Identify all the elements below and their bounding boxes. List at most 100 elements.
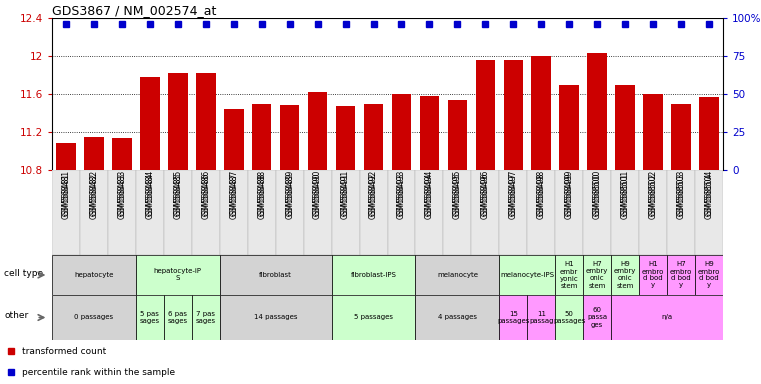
- Bar: [616, 84, 635, 170]
- Text: 15
passages: 15 passages: [497, 311, 530, 324]
- Text: GSM568487: GSM568487: [229, 170, 238, 216]
- Text: GSM568503: GSM568503: [677, 172, 686, 219]
- Text: 5 pas
sages: 5 pas sages: [140, 311, 160, 324]
- Bar: [332, 255, 416, 295]
- Text: cell type: cell type: [4, 268, 43, 278]
- Text: transformed count: transformed count: [22, 346, 107, 356]
- Text: GSM568485: GSM568485: [174, 170, 183, 216]
- Text: GSM568488: GSM568488: [257, 170, 266, 216]
- Bar: [671, 104, 691, 170]
- Bar: [583, 170, 611, 255]
- Bar: [695, 170, 723, 255]
- Text: H7
embry
onic
stem: H7 embry onic stem: [586, 262, 608, 288]
- Bar: [471, 170, 499, 255]
- Text: GSM568484: GSM568484: [145, 172, 154, 219]
- Text: GSM568484: GSM568484: [145, 170, 154, 216]
- Bar: [84, 137, 103, 170]
- Bar: [220, 170, 248, 255]
- Bar: [332, 295, 416, 340]
- Text: GSM568501: GSM568501: [621, 170, 629, 216]
- Bar: [387, 170, 416, 255]
- Bar: [531, 56, 551, 170]
- Bar: [587, 53, 607, 170]
- Bar: [392, 94, 411, 170]
- Text: GSM568504: GSM568504: [705, 170, 714, 216]
- Bar: [220, 295, 332, 340]
- Text: GDS3867 / NM_002574_at: GDS3867 / NM_002574_at: [52, 4, 216, 17]
- Bar: [416, 255, 499, 295]
- Text: hepatocyte: hepatocyte: [75, 272, 113, 278]
- Bar: [504, 60, 523, 170]
- Bar: [559, 84, 579, 170]
- Text: GSM568482: GSM568482: [90, 172, 98, 218]
- Bar: [416, 295, 499, 340]
- Text: GSM568500: GSM568500: [593, 170, 602, 216]
- Bar: [168, 73, 188, 170]
- Text: GSM568488: GSM568488: [257, 172, 266, 218]
- Text: fibroblast-IPS: fibroblast-IPS: [351, 272, 396, 278]
- Bar: [112, 138, 132, 170]
- Text: GSM568496: GSM568496: [481, 172, 490, 219]
- Text: GSM568499: GSM568499: [565, 172, 574, 219]
- Bar: [444, 170, 471, 255]
- Text: GSM568489: GSM568489: [285, 170, 295, 216]
- Text: GSM568500: GSM568500: [593, 172, 602, 219]
- Text: GSM568483: GSM568483: [117, 172, 126, 219]
- Bar: [639, 255, 667, 295]
- Text: GSM568481: GSM568481: [62, 172, 71, 218]
- Bar: [52, 170, 80, 255]
- Text: GSM568493: GSM568493: [397, 170, 406, 216]
- Bar: [224, 109, 244, 170]
- Bar: [280, 105, 299, 170]
- Text: GSM568485: GSM568485: [174, 172, 183, 219]
- Text: GSM568490: GSM568490: [313, 172, 322, 219]
- Text: GSM568486: GSM568486: [201, 170, 210, 216]
- Bar: [192, 295, 220, 340]
- Text: H7
embro
d bod
y: H7 embro d bod y: [670, 262, 693, 288]
- Text: H1
embro
d bod
y: H1 embro d bod y: [642, 262, 664, 288]
- Text: GSM568497: GSM568497: [509, 172, 517, 219]
- Text: GSM568498: GSM568498: [537, 172, 546, 219]
- Bar: [639, 170, 667, 255]
- Bar: [416, 170, 444, 255]
- Bar: [447, 100, 467, 170]
- Text: hepatocyte-iP
S: hepatocyte-iP S: [154, 268, 202, 281]
- Bar: [667, 170, 695, 255]
- Text: GSM568492: GSM568492: [369, 172, 378, 219]
- Bar: [164, 295, 192, 340]
- Bar: [583, 255, 611, 295]
- Bar: [364, 104, 384, 170]
- Text: 0 passages: 0 passages: [75, 314, 113, 321]
- Text: GSM568487: GSM568487: [229, 172, 238, 219]
- Text: GSM568494: GSM568494: [425, 170, 434, 216]
- Bar: [611, 170, 639, 255]
- Text: GSM568491: GSM568491: [341, 172, 350, 219]
- Bar: [196, 73, 215, 170]
- Text: GSM568496: GSM568496: [481, 170, 490, 216]
- Text: GSM568502: GSM568502: [648, 172, 658, 219]
- Text: H1
embr
yonic
stem: H1 embr yonic stem: [560, 262, 578, 288]
- Bar: [332, 170, 359, 255]
- Text: GSM568481: GSM568481: [62, 170, 71, 216]
- Text: 4 passages: 4 passages: [438, 314, 477, 321]
- Text: percentile rank within the sample: percentile rank within the sample: [22, 367, 175, 377]
- Bar: [499, 170, 527, 255]
- Bar: [556, 255, 583, 295]
- Bar: [136, 255, 220, 295]
- Bar: [336, 106, 355, 170]
- Text: GSM568495: GSM568495: [453, 170, 462, 216]
- Bar: [136, 170, 164, 255]
- Bar: [220, 255, 332, 295]
- Bar: [527, 170, 556, 255]
- Text: n/a: n/a: [661, 314, 673, 321]
- Text: fibroblast: fibroblast: [260, 272, 292, 278]
- Text: GSM568491: GSM568491: [341, 170, 350, 216]
- Text: GSM568497: GSM568497: [509, 170, 517, 216]
- Text: other: other: [4, 311, 28, 320]
- Bar: [556, 295, 583, 340]
- Text: GSM568501: GSM568501: [621, 172, 629, 219]
- Bar: [140, 77, 160, 170]
- Text: GSM568493: GSM568493: [397, 172, 406, 219]
- Text: GSM568503: GSM568503: [677, 170, 686, 216]
- Bar: [248, 170, 275, 255]
